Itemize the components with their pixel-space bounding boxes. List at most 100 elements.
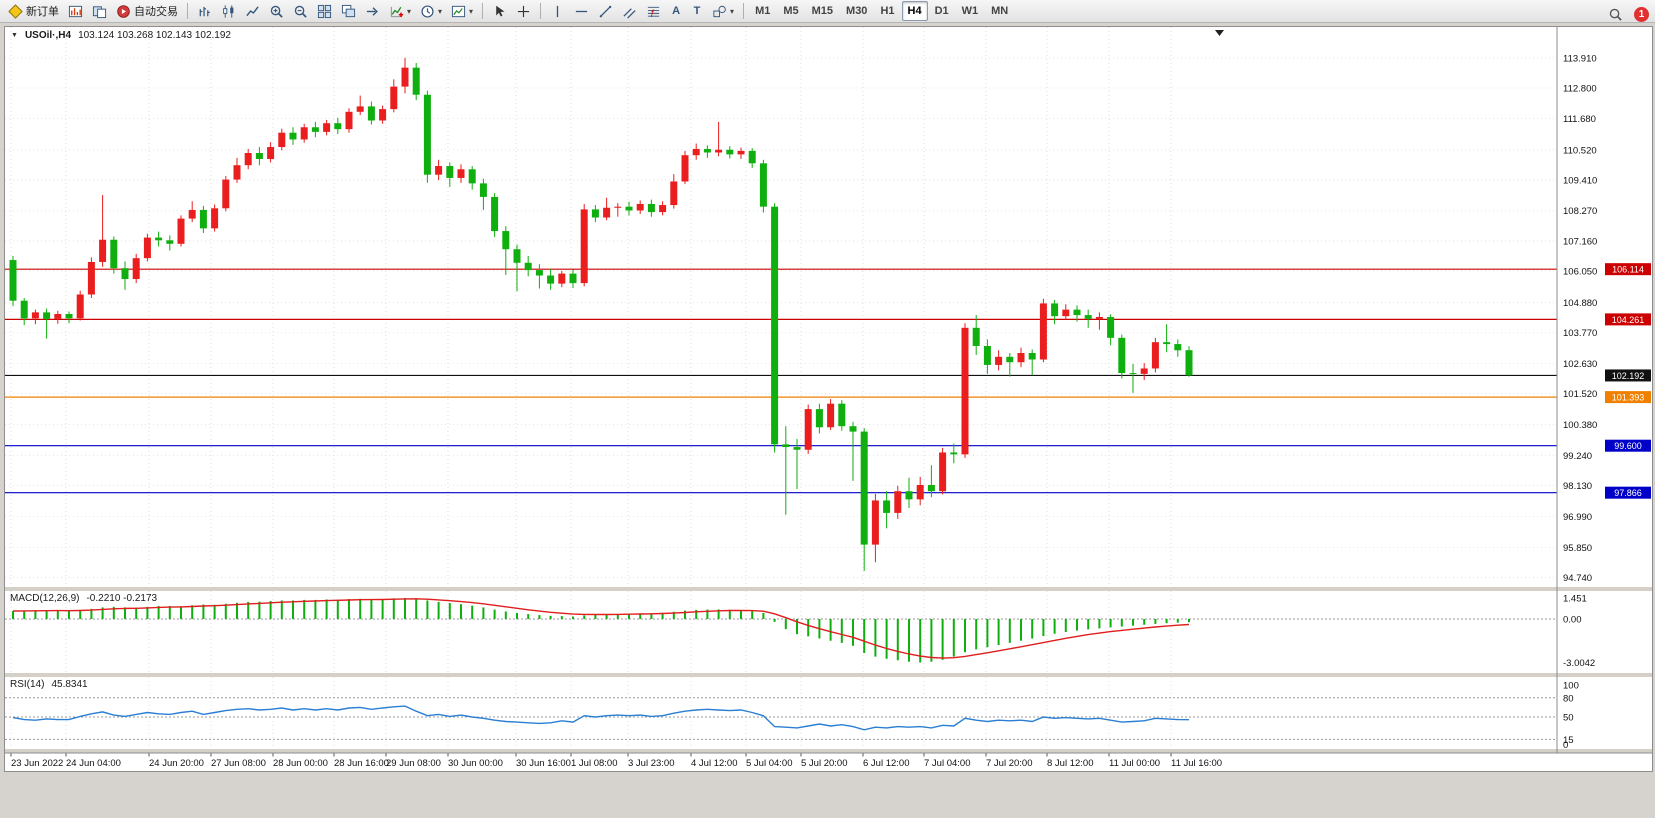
new-order-button[interactable]: 新订单 bbox=[4, 1, 63, 21]
text-button-label: A bbox=[672, 5, 681, 17]
svg-text:11 Jul 00:00: 11 Jul 00:00 bbox=[1109, 758, 1160, 769]
svg-text:0: 0 bbox=[1563, 740, 1568, 751]
svg-text:24 Jun 20:00: 24 Jun 20:00 bbox=[149, 758, 204, 769]
horizontal-line-button[interactable] bbox=[570, 1, 593, 21]
zoom-in-button[interactable] bbox=[265, 1, 288, 21]
tf-w1-button[interactable]: W1 bbox=[956, 1, 985, 21]
toolbar: 新订单 自动交易 ▾ ▾ ▾ ƒ A T ▾ M1 M5 M15 M30 H1 H4 D1 W1 MN 1 bbox=[0, 0, 1655, 23]
periods-button[interactable]: ▾ bbox=[416, 1, 446, 21]
text-button[interactable]: A bbox=[666, 1, 686, 21]
cursor-icon bbox=[496, 5, 505, 16]
svg-text:108.270: 108.270 bbox=[1563, 206, 1597, 217]
svg-text:94.740: 94.740 bbox=[1563, 573, 1592, 584]
zoom-out-icon bbox=[294, 5, 307, 18]
trendline-icon bbox=[599, 5, 612, 17]
chart-canvas[interactable]: 23 Jun 2022 24 Jun 04:00 24 Jun 20:00 27 Ju… bbox=[5, 27, 1652, 771]
profiles-icon bbox=[92, 5, 107, 18]
notification-badge[interactable]: 1 bbox=[1634, 6, 1649, 22]
vline-icon bbox=[556, 5, 559, 17]
svg-text:96.990: 96.990 bbox=[1563, 512, 1592, 523]
chevron-down-icon: ▾ bbox=[438, 6, 443, 16]
svg-text:30 Jun 16:00: 30 Jun 16:00 bbox=[516, 758, 571, 769]
svg-text:106.114: 106.114 bbox=[1612, 265, 1644, 275]
svg-text:15: 15 bbox=[1563, 735, 1574, 746]
cascade-windows-icon bbox=[341, 4, 356, 17]
svg-text:109.410: 109.410 bbox=[1563, 175, 1597, 186]
svg-text:24 Jun 04:00: 24 Jun 04:00 bbox=[66, 758, 121, 769]
svg-text:112.800: 112.800 bbox=[1563, 83, 1597, 94]
svg-text:102.192: 102.192 bbox=[1612, 371, 1645, 381]
zoom-out-button[interactable] bbox=[289, 1, 312, 21]
tf-h1-button[interactable]: H1 bbox=[874, 1, 900, 21]
svg-text:99.240: 99.240 bbox=[1563, 451, 1592, 462]
indicators-icon bbox=[390, 6, 404, 17]
svg-text:95.850: 95.850 bbox=[1563, 543, 1592, 554]
fibonacci-icon: ƒ bbox=[647, 6, 660, 17]
chevron-down-icon: ▾ bbox=[730, 6, 735, 16]
svg-text:106.050: 106.050 bbox=[1563, 266, 1597, 277]
tf-m1-button[interactable]: M1 bbox=[749, 1, 776, 21]
search-button[interactable] bbox=[1604, 4, 1627, 24]
autotrading-button[interactable]: 自动交易 bbox=[112, 1, 182, 21]
tf-h4-button[interactable]: H4 bbox=[901, 1, 928, 21]
tf-d1-button-label: D1 bbox=[934, 5, 949, 17]
autotrading-button-label: 自动交易 bbox=[134, 6, 178, 18]
svg-text:99.600: 99.600 bbox=[1614, 441, 1642, 451]
chart-collapse-icon[interactable]: ▼ bbox=[11, 32, 18, 39]
shapes-icon bbox=[713, 5, 726, 17]
trendline-button[interactable] bbox=[594, 1, 617, 21]
tf-d1-button[interactable]: D1 bbox=[929, 1, 955, 21]
channel-icon bbox=[623, 7, 636, 18]
svg-text:104.880: 104.880 bbox=[1563, 298, 1597, 309]
crosshair-button[interactable] bbox=[512, 1, 535, 21]
toolbar-right-cluster: 1 bbox=[1604, 4, 1649, 24]
auto-scroll-button[interactable] bbox=[361, 1, 384, 21]
search-icon bbox=[1609, 8, 1622, 21]
tile-windows-button[interactable] bbox=[313, 1, 336, 21]
svg-text:104.261: 104.261 bbox=[1612, 315, 1645, 325]
cursor-button[interactable] bbox=[488, 1, 511, 21]
tf-mn-button[interactable]: MN bbox=[985, 1, 1014, 21]
fibonacci-button[interactable]: ƒ bbox=[642, 1, 665, 21]
bar-chart-icon bbox=[199, 6, 210, 16]
tf-w1-button-label: W1 bbox=[961, 5, 979, 17]
candle-chart-button[interactable] bbox=[217, 1, 240, 21]
templates-button[interactable]: ▾ bbox=[447, 1, 477, 21]
bar-chart-button[interactable] bbox=[193, 1, 216, 21]
profiles-button[interactable] bbox=[88, 1, 111, 21]
tf-m15-button[interactable]: M15 bbox=[806, 1, 839, 21]
svg-text:6 Jul 12:00: 6 Jul 12:00 bbox=[863, 758, 909, 769]
svg-text:28 Jun 16:00: 28 Jun 16:00 bbox=[334, 758, 389, 769]
cascade-windows-button[interactable] bbox=[337, 1, 360, 21]
svg-text:101.520: 101.520 bbox=[1563, 389, 1597, 400]
market-watch-button[interactable] bbox=[64, 1, 87, 21]
tf-m5-button[interactable]: M5 bbox=[777, 1, 804, 21]
svg-text:ƒ: ƒ bbox=[650, 7, 655, 17]
svg-text:102.630: 102.630 bbox=[1563, 359, 1597, 370]
tf-m15-button-label: M15 bbox=[811, 5, 834, 17]
svg-text:4 Jul 12:00: 4 Jul 12:00 bbox=[691, 758, 737, 769]
svg-text:7 Jul 20:00: 7 Jul 20:00 bbox=[986, 758, 1032, 769]
toolbar-separator bbox=[482, 3, 484, 19]
toolbar-separator bbox=[540, 3, 542, 19]
tf-m30-button[interactable]: M30 bbox=[840, 1, 873, 21]
svg-text:11 Jul 16:00: 11 Jul 16:00 bbox=[1171, 758, 1222, 769]
tf-m1-button-label: M1 bbox=[755, 5, 771, 17]
channel-button[interactable] bbox=[618, 1, 641, 21]
line-chart-icon bbox=[246, 5, 259, 16]
crosshair-icon bbox=[517, 5, 530, 17]
svg-text:98.130: 98.130 bbox=[1563, 481, 1592, 492]
label-button[interactable]: T bbox=[687, 1, 707, 21]
new-order-icon bbox=[8, 3, 23, 19]
svg-text:30 Jun 00:00: 30 Jun 00:00 bbox=[448, 758, 503, 769]
vertical-line-button[interactable] bbox=[546, 1, 569, 21]
svg-text:5 Jul 04:00: 5 Jul 04:00 bbox=[746, 758, 792, 769]
indicators-button[interactable]: ▾ bbox=[385, 1, 415, 21]
toolbar-separator bbox=[187, 3, 188, 19]
svg-text:100.380: 100.380 bbox=[1563, 420, 1597, 431]
shapes-button[interactable]: ▾ bbox=[708, 1, 738, 21]
svg-text:3 Jul 23:00: 3 Jul 23:00 bbox=[628, 758, 674, 769]
line-chart-button[interactable] bbox=[241, 1, 264, 21]
svg-text:27 Jun 08:00: 27 Jun 08:00 bbox=[211, 758, 266, 769]
autotrading-icon bbox=[117, 4, 130, 18]
